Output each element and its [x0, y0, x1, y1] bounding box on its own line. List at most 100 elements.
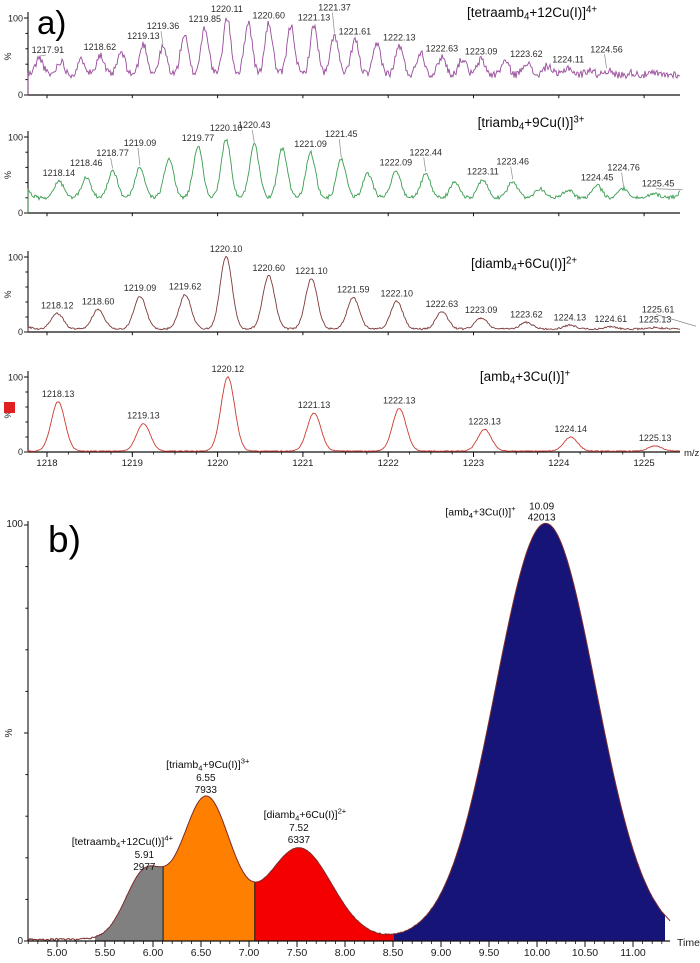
chromatogram-trace [27, 522, 671, 941]
peak-area-label: 2977 [133, 862, 156, 873]
peak-label: 1223.09 [465, 47, 498, 57]
spectrum-3: 100 0% 1218.12 1218.60 1219.09 1219.62 1220.10… [3, 244, 697, 337]
peak-label: 1219.13 [127, 411, 160, 421]
peak-label: 1224.61 [595, 314, 628, 324]
label-leader [423, 157, 427, 172]
label-leader [621, 172, 624, 187]
x-axis-title: m/z [684, 448, 700, 459]
peak-label: 1220.60 [253, 263, 286, 273]
peak-label: 1225.45 [642, 179, 675, 189]
peak-label: 1218.77 [96, 148, 129, 158]
peak-label: 1223.13 [468, 417, 501, 427]
peak-rt: 10.09 [529, 501, 554, 512]
peak-label: 1223.62 [510, 49, 543, 59]
peak-label: 1218.46 [70, 158, 103, 168]
x-tick-label: 1218 [36, 458, 57, 469]
x-tick-label: 5.50 [95, 947, 116, 959]
label-leader [604, 54, 607, 69]
y-max-label: 100 [6, 519, 23, 530]
label-leader [332, 12, 335, 33]
peak-label: 1225.61 [642, 305, 675, 315]
x-axis-title: Time [677, 937, 700, 949]
label-leader [656, 188, 683, 191]
x-tick-label: 1219 [122, 458, 143, 469]
x-tick-label: 6.00 [143, 947, 164, 959]
peak-rt: 7.52 [289, 823, 309, 834]
peak-label: 1217.91 [32, 45, 65, 55]
x-tick-label: 10.00 [524, 947, 550, 959]
peak-area-label: 42013 [528, 512, 556, 523]
peak-label: 1223.46 [496, 157, 529, 167]
peak-label: 1224.56 [590, 44, 623, 54]
label-leader [160, 31, 164, 46]
chromatogram: 100 0% 5.00 5.50 6.00 6.50 7.00 7.50 8.00 8.50 9.0… [4, 501, 700, 959]
peak-label: 1223.09 [465, 305, 498, 315]
y-max-label: 100 [8, 373, 23, 383]
spectrum-trace [27, 16, 681, 95]
peak-label: 1219.09 [124, 138, 157, 148]
y-unit-label: % [3, 410, 13, 418]
integrated-peak-area [255, 847, 394, 941]
peak-label: 1218.12 [41, 300, 74, 310]
peak-label: 1220.11 [211, 4, 243, 14]
panel-a-label: a) [37, 4, 67, 41]
y-unit-label: % [4, 728, 15, 737]
x-tick-label: 11.00 [620, 947, 646, 959]
integrated-peak-area [163, 795, 255, 941]
x-tick-label: 1222 [378, 458, 399, 469]
red-marker-square [4, 402, 15, 413]
y-min-label: 0 [18, 208, 23, 218]
peak-label: 1224.13 [554, 312, 587, 322]
y-min-label: 0 [18, 447, 23, 457]
y-max-label: 100 [8, 133, 23, 143]
peak-label: 1222.13 [383, 396, 416, 406]
peak-rt: 6.55 [196, 773, 216, 784]
label-leader [137, 148, 141, 166]
spectrum-title: [triamb4+9Cu(I)]3+ [478, 115, 585, 133]
label-leader [338, 139, 342, 158]
peak-label: 1220.10 [210, 123, 243, 133]
peak-label: 1219.09 [124, 283, 157, 293]
peak-label: 1225.13 [639, 433, 672, 443]
peak-label: 1222.63 [426, 44, 459, 54]
spectrum-trace [27, 375, 681, 453]
peak-label: 1222.44 [409, 147, 442, 157]
x-tick-label: 10.50 [572, 947, 598, 959]
label-leader [110, 158, 114, 169]
spectrum-trace [27, 138, 681, 213]
spectrum-title: [tetraamb4+12Cu(I)]4+ [467, 5, 597, 23]
y-unit-label: % [3, 52, 13, 60]
x-tick-label: 1220 [207, 458, 228, 469]
peak-label: 1222.10 [380, 288, 413, 298]
peak-label: 1224.11 [552, 54, 584, 64]
peak-label: 1222.09 [380, 157, 413, 167]
peak-area-label: 6337 [288, 835, 311, 846]
panel-b-label: b) [48, 519, 81, 560]
y-unit-label: % [3, 290, 13, 298]
peak-label: 1219.62 [169, 282, 202, 292]
x-tick-label: 1225 [634, 458, 655, 469]
x-tick-label: 8.50 [383, 947, 404, 959]
peak-label: 1218.13 [42, 389, 75, 399]
peak-label: 1218.62 [84, 42, 117, 52]
peak-label: 1223.11 [467, 167, 499, 177]
spectrum-title: [amb4+3Cu(I)]+ [480, 369, 571, 387]
peak-label: 1223.62 [510, 309, 543, 319]
peak-label: 1220.12 [212, 364, 245, 374]
peak-label: 1220.10 [210, 244, 243, 254]
y-unit-label: % [3, 171, 13, 179]
y-max-label: 100 [8, 14, 23, 24]
integrated-peak-area [394, 523, 665, 941]
peak-label: 1224.14 [554, 424, 587, 434]
peak-label: 1218.60 [82, 297, 115, 307]
peak-name: [triamb4+9Cu(I)]3+ [166, 756, 250, 772]
x-tick-label: 1221 [292, 458, 313, 469]
peak-label: 1219.85 [189, 14, 222, 24]
peak-area-label: 7933 [195, 785, 218, 796]
spectrum-title: [diamb4+6Cu(I)]2+ [471, 256, 577, 274]
spectrum-trace [27, 255, 681, 332]
